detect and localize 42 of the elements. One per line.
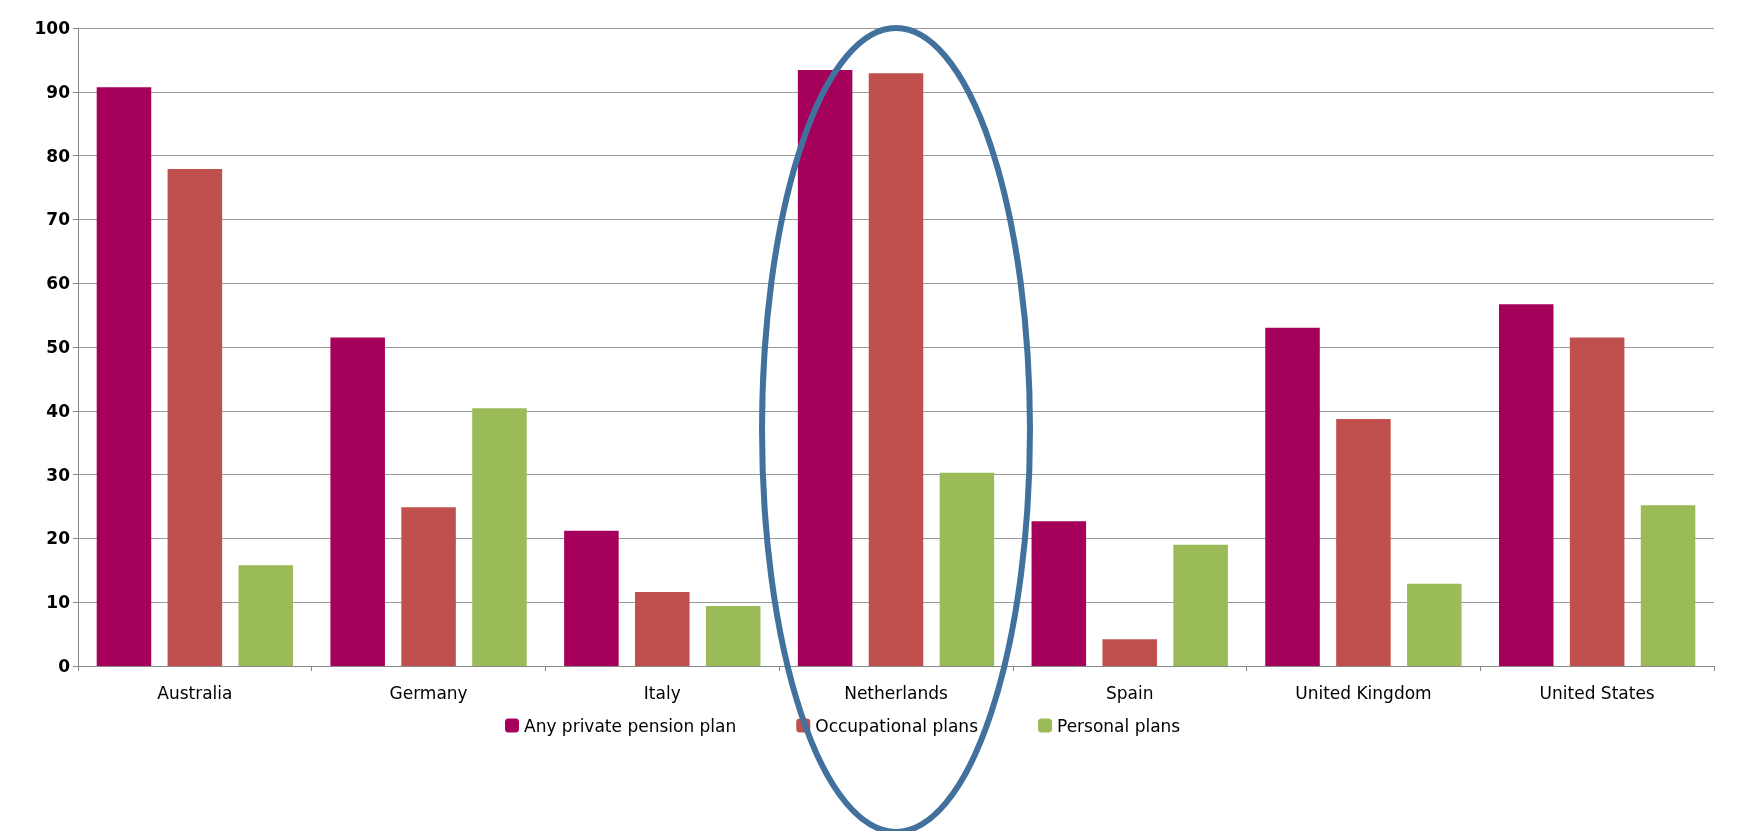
bar	[1640, 505, 1696, 666]
y-tick-label: 100	[34, 18, 71, 38]
bar	[1407, 583, 1462, 666]
x-tick-label: Australia	[157, 682, 233, 703]
y-tick-label: 10	[46, 592, 71, 613]
x-tick-label: Netherlands	[844, 682, 948, 703]
y-tick-label: 70	[46, 209, 71, 230]
bar	[167, 169, 223, 666]
bar	[1336, 419, 1391, 666]
bar	[1173, 544, 1228, 666]
bar	[1569, 337, 1625, 666]
y-tick-label: 80	[46, 145, 71, 166]
bar	[1265, 327, 1320, 666]
x-tick-label: Italy	[643, 682, 681, 703]
bar	[238, 565, 294, 666]
bar	[96, 87, 152, 666]
bar	[1498, 304, 1554, 666]
y-tick-label: 20	[46, 528, 71, 549]
bar	[1102, 639, 1157, 666]
bar	[564, 530, 619, 666]
bar	[705, 606, 761, 666]
bar	[797, 70, 853, 666]
legend-label: Any private pension plan	[524, 715, 737, 736]
bar	[868, 73, 924, 666]
bar	[330, 337, 385, 666]
legend-label: Occupational plans	[815, 715, 979, 736]
y-tick-label: 60	[46, 273, 71, 294]
x-tick-label: United Kingdom	[1295, 682, 1432, 703]
y-tick-label: 0	[58, 656, 71, 676]
y-tick-label: 90	[46, 81, 71, 102]
y-tick-label: 50	[46, 337, 71, 357]
bar	[1031, 521, 1087, 666]
bar	[635, 591, 690, 666]
x-tick-label: Germany	[389, 682, 468, 703]
y-tick-label: 30	[46, 464, 71, 485]
y-tick-label: 40	[46, 400, 71, 421]
bar	[472, 408, 527, 666]
legend-label: Personal plans	[1057, 715, 1181, 736]
bar	[401, 507, 456, 666]
x-tick-label: Spain	[1105, 682, 1154, 703]
x-tick-label: United States	[1539, 682, 1655, 703]
bar	[939, 472, 995, 666]
